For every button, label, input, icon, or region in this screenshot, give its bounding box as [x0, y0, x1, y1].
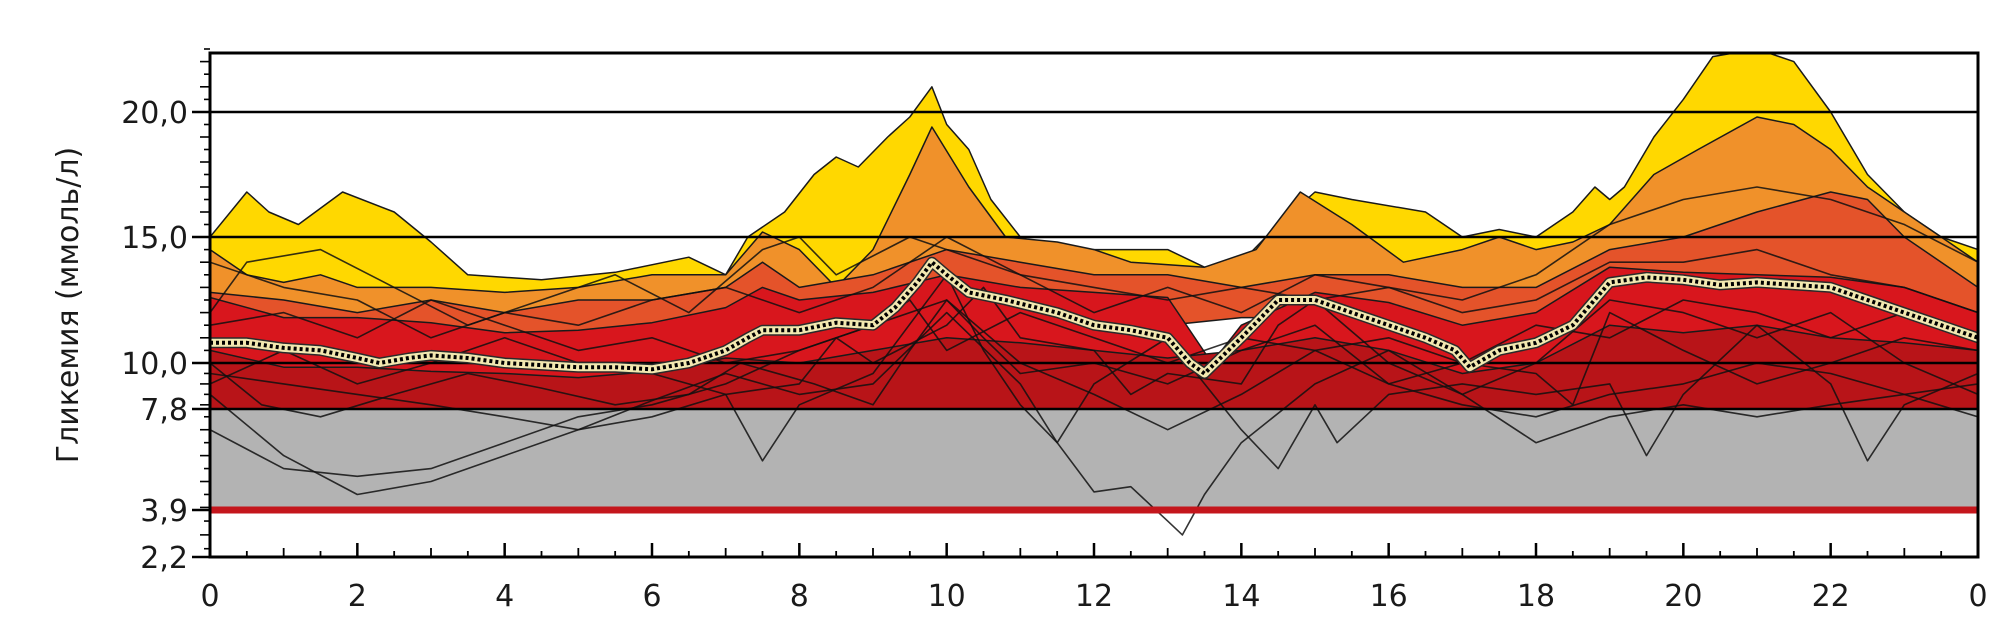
x-axis: 0 2 4 6 8 10 12 14 16 18 20 22 0	[200, 543, 1988, 614]
x-tick-label: 0	[200, 579, 219, 614]
y-axis: 2,2 3,9 7,8 10,0 15,0 20,0	[121, 48, 210, 576]
y-tick-label: 3,9	[140, 494, 188, 529]
band-dark-red	[210, 324, 1978, 410]
x-tick-label: 22	[1812, 579, 1850, 614]
x-tick-label: 20	[1664, 579, 1702, 614]
x-tick-label: 4	[495, 579, 514, 614]
x-tick-label: 10	[928, 579, 966, 614]
y-tick-label: 20,0	[121, 96, 188, 131]
individual-trace	[210, 311, 1978, 536]
individual-trace	[210, 299, 1978, 478]
plot-area	[210, 53, 1978, 536]
y-tick-label: 2,2	[140, 541, 188, 576]
target-range-band	[210, 409, 1978, 510]
x-tick-label: 18	[1517, 579, 1555, 614]
target-range-layer	[210, 409, 1978, 510]
y-tick-label: 10,0	[121, 347, 188, 382]
x-tick-label: 14	[1222, 579, 1260, 614]
individual-trace	[210, 186, 1978, 339]
individual-trace	[210, 286, 1978, 396]
x-tick-label: 16	[1370, 579, 1408, 614]
x-tick-label: 8	[790, 579, 809, 614]
y-tick-label: 15,0	[121, 221, 188, 256]
reference-lines-layer	[210, 110, 1978, 514]
individual-trace	[210, 299, 1978, 364]
y-axis-title: Гликемия (ммоль/л)	[51, 147, 86, 463]
x-tick-label: 12	[1075, 579, 1113, 614]
x-tick-label: 6	[642, 579, 661, 614]
x-tick-label: 2	[348, 579, 367, 614]
median-line-layer	[210, 256, 1978, 379]
x-tick-label: 0	[1968, 579, 1987, 614]
median-line-outline	[210, 258, 1978, 378]
individual-trace	[210, 273, 1978, 470]
y-tick-label: 7,8	[140, 393, 188, 428]
individual-traces-layer	[210, 186, 1978, 536]
